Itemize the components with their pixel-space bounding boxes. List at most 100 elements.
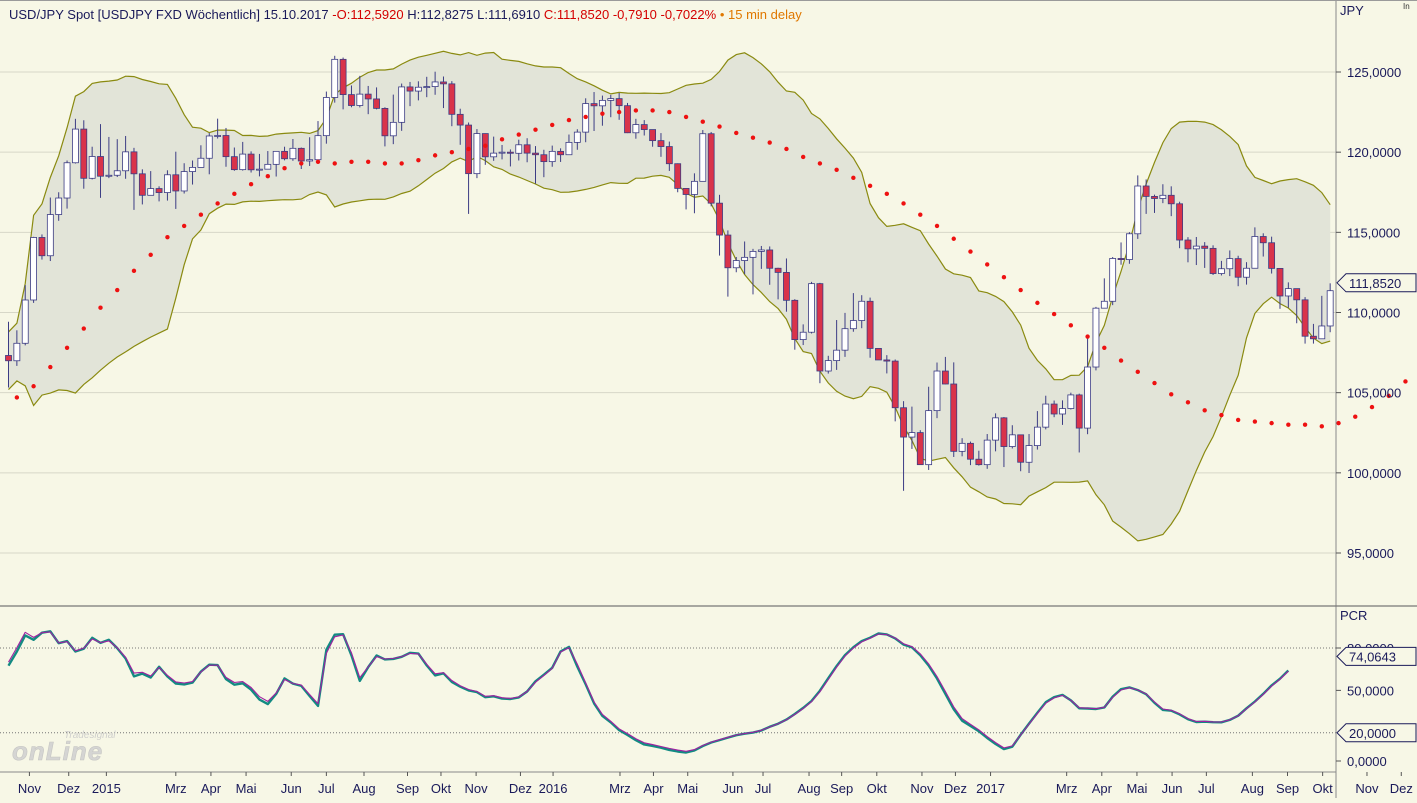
bearish-candle-body: [624, 105, 631, 134]
sar-dot: [884, 191, 890, 197]
watermark-small-text: Tradesignal: [64, 730, 116, 741]
bullish-candle-body: [1226, 258, 1234, 270]
time-tick-label: Sep: [830, 781, 853, 796]
candle: [113, 139, 121, 178]
sar-dot: [299, 161, 304, 166]
bullish-candle-body: [833, 349, 841, 362]
candle: [331, 55, 339, 103]
candle: [1192, 236, 1200, 266]
candle: [155, 186, 163, 202]
candle: [1218, 260, 1225, 276]
candle: [1310, 323, 1317, 344]
time-tick-label: Nov: [18, 781, 42, 796]
sar-dot: [232, 191, 237, 197]
candle: [891, 359, 899, 422]
bullish-candle-body: [824, 360, 832, 372]
bullish-candle-body: [1326, 290, 1334, 327]
bullish-candle-body: [306, 159, 314, 162]
candle: [900, 401, 907, 491]
bullish-candle-body: [205, 135, 213, 159]
bearish-candle-body: [557, 150, 564, 156]
price-tick-label: 100,0000: [1347, 466, 1401, 481]
time-tick-label: Dez: [1390, 781, 1413, 796]
sar-dot: [800, 154, 806, 160]
bearish-candle-body: [1017, 434, 1025, 463]
bearish-candle-body: [523, 144, 531, 154]
sar-dot: [432, 153, 438, 158]
candle: [138, 169, 146, 205]
candle: [1025, 434, 1033, 473]
candle: [38, 234, 46, 260]
bullish-candle-body: [983, 439, 991, 466]
bullish-candle-body: [13, 342, 21, 362]
candle: [1167, 186, 1175, 217]
candle: [1176, 201, 1183, 249]
last-price-label: 111,8520: [1349, 276, 1401, 291]
bullish-candle-body: [1059, 408, 1066, 415]
price-axis-label: JPY: [1340, 3, 1364, 18]
candle: [1293, 288, 1301, 324]
sar-dot: [951, 236, 956, 241]
candle: [557, 148, 564, 162]
candle: [1042, 395, 1050, 430]
price-axis-ticks: 95,0000 100,0000 105,0000 110,0000 115,0000 1…: [1336, 65, 1401, 561]
candle: [573, 129, 581, 150]
candle: [1067, 392, 1075, 410]
bullish-candle-body: [841, 328, 849, 351]
sar-dot: [416, 157, 421, 163]
corner-label: In: [1403, 2, 1410, 11]
candle: [1151, 194, 1158, 213]
pcr-last-value-marker: 74,0643: [1336, 646, 1417, 666]
sar-dot: [1219, 412, 1224, 418]
bearish-candle-body: [665, 146, 673, 165]
bullish-candle-body: [573, 131, 581, 143]
time-tick-label: Aug: [352, 781, 375, 796]
bearish-candle-body: [1142, 185, 1150, 197]
candle: [799, 324, 807, 346]
bullish-candle-body: [423, 86, 431, 88]
candle: [808, 281, 815, 334]
bullish-candle-body: [732, 260, 740, 269]
bullish-candle-body: [849, 320, 857, 330]
candle: [883, 355, 891, 374]
bearish-candle-body: [674, 163, 682, 189]
pcr-reference-marker: 20,0000: [1336, 723, 1417, 743]
sar-dot: [550, 122, 555, 128]
time-axis-ticks: Nov Dez 2015 Mrz Apr Mai Jun Jul Aug Sep Okt Nov Dez…: [18, 772, 1413, 796]
bearish-candle-body: [222, 135, 230, 158]
candle: [766, 246, 774, 285]
candle: [473, 129, 481, 179]
sar-dot: [1336, 420, 1341, 426]
bearish-candle-body: [1276, 268, 1284, 297]
candle: [1000, 417, 1008, 468]
time-tick-label: Mrz: [165, 781, 187, 796]
candle: [540, 149, 548, 178]
sar-dot: [1152, 380, 1157, 386]
candle: [950, 362, 958, 457]
bullish-candle-body: [1159, 194, 1167, 199]
bollinger-lower-band: [8, 155, 1331, 542]
bullish-candle-body: [498, 151, 506, 154]
candle: [1126, 232, 1133, 264]
candle: [783, 258, 790, 312]
bearish-candle-body: [1151, 196, 1158, 199]
sar-dot: [1018, 287, 1023, 293]
candle: [272, 150, 280, 177]
bearish-candle-body: [900, 407, 907, 438]
candle: [674, 163, 682, 193]
bullish-candle-body: [189, 166, 196, 172]
sar-dot: [934, 223, 940, 229]
time-tick-label: Jul: [318, 781, 335, 796]
time-tick-label: Jul: [1198, 781, 1215, 796]
candle: [1259, 233, 1267, 257]
bullish-candle-body: [398, 86, 406, 123]
sar-dot: [282, 166, 287, 171]
bullish-candle-body: [1067, 394, 1075, 409]
bearish-candle-body: [1268, 242, 1276, 269]
candle: [306, 137, 314, 166]
bearish-candle-body: [967, 442, 974, 460]
candle: [63, 160, 71, 209]
bullish-candle-body: [147, 188, 155, 196]
candle: [958, 438, 966, 457]
